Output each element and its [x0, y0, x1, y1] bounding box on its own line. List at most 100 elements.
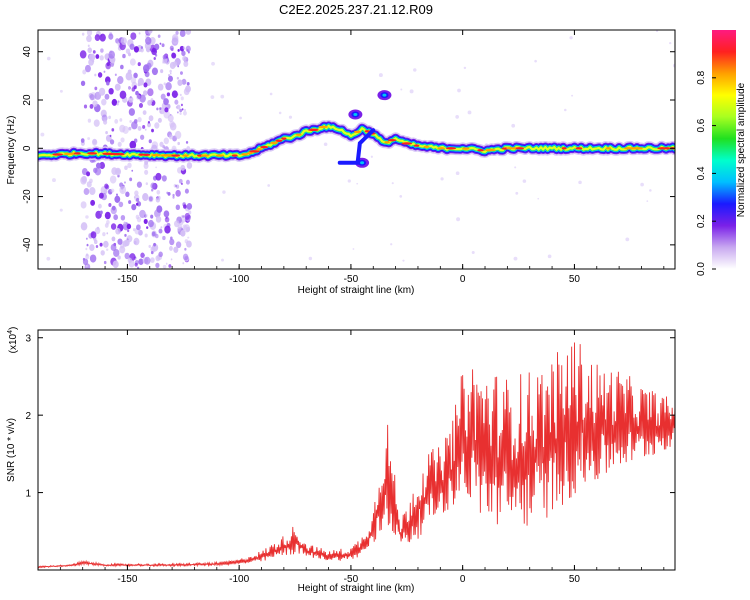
- snr-scale-base: (x10: [8, 333, 19, 353]
- spectral-ridge: [38, 90, 675, 168]
- noise-speck: [456, 217, 461, 222]
- noise-speck: [409, 89, 414, 94]
- noise-blob: [155, 233, 159, 239]
- noise-blob: [178, 178, 183, 184]
- noise-blob: [83, 187, 90, 196]
- noise-blob: [94, 167, 102, 176]
- noise-blob: [119, 118, 123, 122]
- noise-blob: [132, 228, 136, 232]
- noise-blob: [89, 244, 95, 251]
- noise-blob: [90, 199, 96, 206]
- noise-blob: [101, 98, 107, 106]
- ridge-hotspot: [281, 137, 287, 140]
- noise-blob: [169, 238, 175, 246]
- spectrogram-ytick-label: 0: [22, 145, 33, 151]
- noise-blob: [92, 100, 98, 107]
- snr-scale-label: (x104): [7, 327, 19, 354]
- noise-blob: [184, 212, 191, 220]
- noise-blob: [163, 210, 170, 218]
- noise-blob: [177, 224, 183, 230]
- noise-blob: [129, 95, 132, 99]
- noise-speck: [352, 248, 355, 250]
- noise-speck: [278, 111, 282, 115]
- colorbar-tick-label: 0.4: [696, 166, 707, 180]
- noise-speck: [511, 123, 516, 128]
- noise-blob: [139, 94, 146, 103]
- noise-speck: [46, 256, 51, 261]
- noise-speck: [269, 92, 273, 96]
- noise-blob: [124, 252, 130, 260]
- ridge-hotspot: [182, 154, 189, 157]
- secondary-feature-center: [382, 93, 387, 97]
- noise-speck: [222, 190, 226, 194]
- noise-blob: [80, 222, 88, 231]
- noise-speck: [513, 256, 518, 261]
- noise-speck: [522, 179, 527, 183]
- noise-blob: [154, 122, 160, 129]
- noise-blob: [130, 76, 137, 84]
- noise-speck: [390, 243, 393, 246]
- noise-blob: [142, 193, 149, 202]
- noise-blob: [153, 57, 156, 61]
- noise-blob: [169, 120, 175, 128]
- noise-blob: [117, 141, 122, 147]
- ridge-hotspot: [256, 148, 263, 151]
- ridge-hotspot: [270, 141, 278, 145]
- colorbar-tick-label: 0.2: [696, 214, 707, 228]
- noise-blob: [165, 82, 172, 91]
- noise-blob: [89, 187, 96, 196]
- noise-blob: [180, 164, 186, 171]
- snr-xtick-label: 0: [460, 574, 466, 585]
- noise-blob: [128, 126, 132, 131]
- noise-speck: [59, 89, 63, 93]
- noise-speck: [413, 68, 417, 72]
- noise-blob: [140, 252, 145, 258]
- noise-blob: [164, 225, 171, 234]
- noise-blob: [98, 87, 106, 96]
- snr-panel: -150 -100 -50 0 50 1 2 3 Height of straight lin…: [6, 327, 676, 594]
- noise-blob: [137, 126, 142, 131]
- noise-blob: [139, 209, 146, 219]
- noise-speck: [455, 171, 460, 176]
- ridge-hotspot: [52, 153, 64, 156]
- ridge-hotspot: [575, 147, 583, 150]
- noise-blob: [89, 254, 97, 263]
- noise-blob: [175, 204, 181, 210]
- noise-blob: [120, 137, 125, 143]
- noise-speck: [105, 248, 109, 251]
- noise-speck: [471, 251, 475, 255]
- noise-speck: [46, 56, 51, 61]
- noise-blob: [147, 120, 151, 124]
- noise-blob: [145, 182, 148, 186]
- noise-blob: [140, 134, 145, 140]
- noise-blob: [179, 71, 183, 75]
- noise-blob: [180, 96, 184, 101]
- noise-blob: [167, 114, 174, 123]
- noise-blob: [136, 224, 141, 231]
- noise-blob: [153, 242, 157, 247]
- noise-speck: [187, 236, 190, 239]
- noise-blob: [157, 34, 161, 38]
- ridge-hotspot: [142, 153, 151, 157]
- noise-blob: [117, 255, 121, 260]
- noise-blob: [162, 61, 165, 64]
- noise-blob: [137, 62, 141, 67]
- ridge-hotspot: [462, 147, 470, 150]
- noise-blob: [186, 81, 190, 86]
- noise-blob: [87, 118, 92, 123]
- noise-speck: [547, 254, 552, 259]
- noise-blob: [117, 238, 123, 245]
- noise-blob: [89, 53, 96, 62]
- noise-blob: [133, 119, 138, 124]
- ridge-hotspot: [118, 152, 125, 156]
- noise-speck: [514, 166, 517, 169]
- noise-blob: [114, 83, 121, 91]
- noise-blob: [125, 191, 130, 198]
- ridge-hotspot: [260, 145, 269, 149]
- ridge-hotspot: [515, 147, 525, 150]
- noise-blob: [182, 224, 187, 230]
- noise-blob: [95, 54, 100, 59]
- noise-blob: [94, 73, 97, 77]
- noise-blob: [159, 107, 162, 111]
- secondary-feature-center: [360, 161, 365, 165]
